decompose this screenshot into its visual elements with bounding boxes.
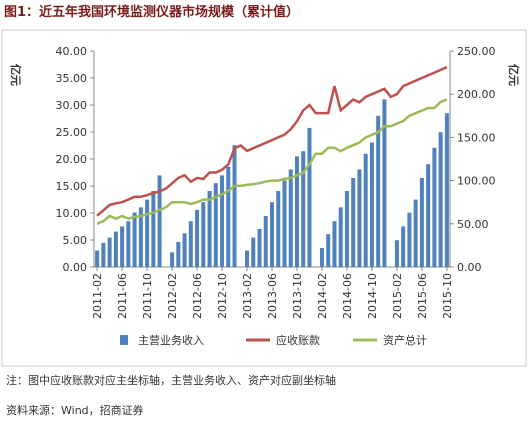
legend-label: 主营业务收入 [138, 333, 204, 347]
bar [207, 190, 212, 267]
bar [107, 237, 112, 267]
y2-axis-label: 亿元 [507, 64, 521, 86]
bar [195, 209, 200, 267]
y2-tick-label: 50.00 [457, 218, 489, 231]
chart: 图1：近五年我国环境监测仪器市场规模（累计值） 亿元 亿元 0.00 5.00 10… [1, 4, 527, 367]
bar [226, 166, 231, 267]
bar [357, 169, 362, 267]
chart-title: 图1：近五年我国环境监测仪器市场规模（累计值） [4, 4, 299, 20]
y2-tick-label: 250.00 [457, 45, 496, 58]
bar [182, 233, 187, 267]
bar [319, 247, 324, 267]
x-tick-label: 2014-02 [316, 273, 329, 319]
bar [401, 226, 406, 267]
bar [294, 156, 299, 267]
y2-tick-label: 200.00 [457, 88, 496, 101]
x-tick-label: 2015-06 [416, 273, 429, 319]
x-tick-label: 2014-10 [366, 273, 379, 319]
x-tick-label: 2015-02 [391, 273, 404, 319]
bar [444, 113, 449, 267]
legend-label: 资产总计 [383, 333, 427, 347]
legend-swatch [120, 335, 128, 345]
bar [251, 237, 256, 267]
bar [363, 153, 368, 267]
x-tick-label: 2013-02 [241, 273, 254, 319]
x-tick-label: 2012-10 [216, 273, 229, 319]
bar [419, 178, 424, 267]
bar [382, 99, 387, 267]
y-tick-label: 5.00 [63, 234, 88, 247]
bar [232, 145, 237, 267]
x-tick-label: 2011-10 [141, 273, 154, 319]
x-tick-label: 2012-02 [166, 273, 179, 319]
bar [288, 169, 293, 267]
y2-tick-label: 100.00 [457, 175, 496, 188]
bar [245, 250, 250, 267]
y-axis-label: 亿元 [9, 64, 23, 86]
bar [176, 241, 181, 267]
y-tick-label: 15.00 [56, 180, 88, 193]
bar [344, 190, 349, 267]
legend-label: 应收账款 [276, 333, 320, 347]
bar [188, 221, 193, 267]
x-tick-label: 2013-06 [266, 273, 279, 319]
bar [138, 207, 143, 267]
y2-tick-label: 0.00 [457, 261, 482, 274]
bar [170, 252, 175, 267]
bar [132, 212, 137, 267]
x-tick-label: 2014-06 [341, 273, 354, 319]
bar [326, 234, 331, 267]
x-tick-label: 2013-10 [291, 273, 304, 319]
note: 注：图中应收账款对应主坐标轴，主营业务收入、资产对应副坐标轴 [6, 374, 336, 387]
bar [307, 127, 312, 267]
y-tick-label: 0.00 [63, 261, 88, 274]
x-tick-label: 2011-06 [116, 273, 129, 319]
source: 资料来源：Wind，招商证券 [6, 404, 144, 417]
x-tick-label: 2011-02 [91, 273, 104, 319]
y-tick-label: 30.00 [56, 99, 88, 112]
y-tick-label: 40.00 [56, 45, 88, 58]
bar [151, 190, 156, 267]
bar [120, 226, 125, 267]
bar [145, 199, 150, 267]
bar [263, 216, 268, 267]
bar [95, 250, 100, 267]
bar [301, 151, 306, 267]
bar [257, 228, 262, 267]
bar [338, 207, 343, 267]
y-tick-label: 20.00 [56, 153, 88, 166]
bar [220, 175, 225, 267]
bar [369, 142, 374, 267]
bar [126, 221, 131, 267]
bar [270, 202, 274, 267]
line [96, 66, 448, 217]
bar [394, 240, 399, 267]
bar [282, 180, 287, 267]
bar [201, 202, 206, 267]
bar [407, 212, 412, 267]
y2-tick-label: 150.00 [457, 131, 496, 144]
bar [438, 132, 443, 267]
bar [376, 115, 381, 267]
x-tick-label: 2012-06 [191, 273, 204, 319]
chart-frame [1, 29, 527, 367]
y-tick-label: 35.00 [56, 72, 88, 85]
y-tick-label: 25.00 [56, 126, 88, 139]
bar [332, 221, 337, 267]
y-tick-label: 10.00 [56, 207, 88, 220]
bar [413, 199, 418, 267]
bar [157, 175, 162, 267]
bar [101, 242, 106, 267]
line [96, 98, 448, 225]
bar [213, 183, 218, 267]
bar [432, 147, 437, 267]
bar [113, 231, 118, 267]
bar [426, 164, 431, 267]
bar [276, 190, 281, 267]
x-tick-label: 2015-10 [441, 273, 454, 319]
bar [351, 178, 356, 267]
